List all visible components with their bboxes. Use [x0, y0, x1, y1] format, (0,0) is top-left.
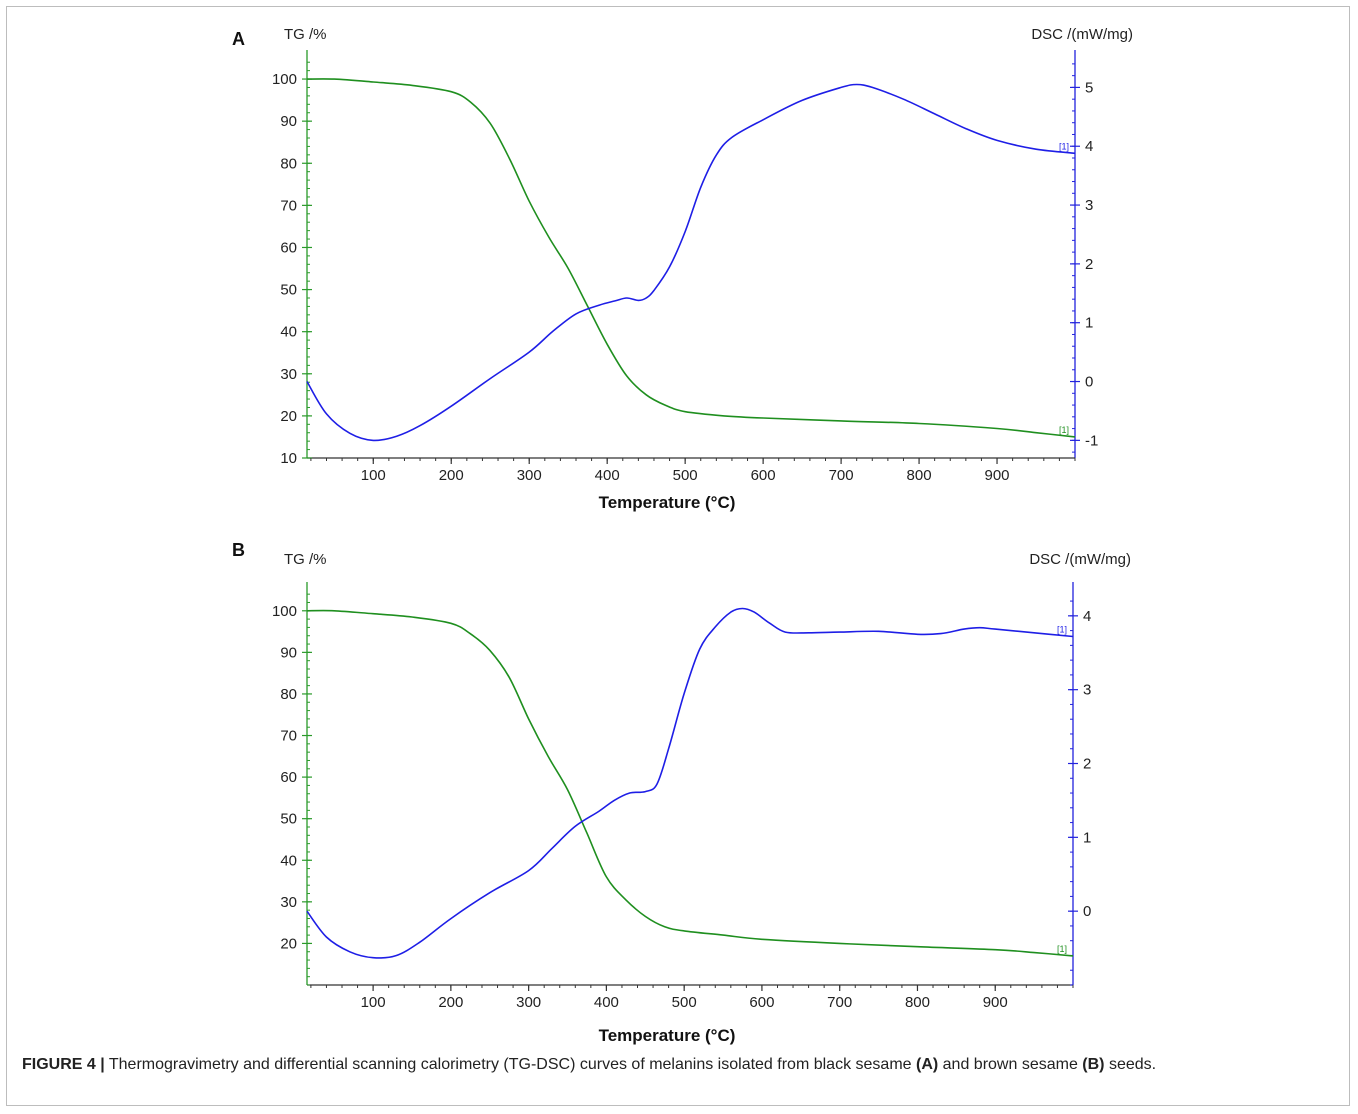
y-right-title-a: DSC /(mW/mg): [1031, 26, 1133, 43]
y-left-title-b: TG /%: [284, 551, 327, 568]
caption-text-3: seeds.: [1104, 1056, 1157, 1073]
y-right-tick-label-b: 4: [1083, 608, 1091, 625]
y-right-tick-label-a: 5: [1085, 79, 1093, 96]
y-left-tick-label-a: 20: [280, 408, 297, 425]
y-right-tick-label-b: 0: [1083, 903, 1091, 920]
y-right-tick-label-a: -1: [1085, 432, 1098, 449]
caption-ref-b: (B): [1082, 1056, 1105, 1073]
y-left-tick-label-b: 100: [272, 603, 297, 620]
x-tick-label-a: 400: [595, 467, 620, 484]
x-tick-label-a: 800: [907, 467, 932, 484]
y-right-tick-label-b: 2: [1083, 756, 1091, 773]
x-tick-label-b: 700: [827, 994, 852, 1011]
x-tick-label-b: 400: [594, 994, 619, 1011]
y-left-tick-label-a: 10: [280, 450, 297, 467]
dsc-end-marker-a: [1]: [1059, 141, 1069, 151]
y-right-tick-label-b: 3: [1083, 682, 1091, 699]
x-axis-title-a: Temperature (°C): [599, 493, 736, 512]
y-right-title-b: DSC /(mW/mg): [1029, 551, 1131, 568]
figure-caption: FIGURE 4 | Thermogravimetry and differen…: [22, 1054, 1342, 1076]
x-tick-label-b: 600: [749, 994, 774, 1011]
caption-text-2: and brown sesame: [938, 1056, 1083, 1073]
y-left-tick-label-a: 90: [280, 113, 297, 130]
y-right-tick-label-a: 0: [1085, 374, 1093, 391]
tg-end-marker-b: [1]: [1057, 944, 1067, 954]
tg-curve-a: [306, 78, 1076, 438]
y-right-tick-label-a: 3: [1085, 197, 1093, 214]
x-tick-label-b: 500: [672, 994, 697, 1011]
y-left-tick-label-a: 50: [280, 282, 297, 299]
x-tick-label-b: 100: [361, 994, 386, 1011]
x-tick-label-a: 100: [361, 467, 386, 484]
tg-curve-b: [306, 609, 1074, 957]
y-left-tick-label-a: 80: [280, 155, 297, 172]
x-tick-label-b: 900: [983, 994, 1008, 1011]
dsc-curve-b: [306, 607, 1074, 959]
y-left-title-a: TG /%: [284, 26, 327, 43]
y-left-tick-label-b: 50: [280, 811, 297, 828]
y-left-tick-label-a: 60: [280, 239, 297, 256]
tg-end-marker-a: [1]: [1059, 425, 1069, 435]
y-right-tick-label-b: 1: [1083, 829, 1091, 846]
y-left-tick-label-a: 100: [272, 71, 297, 88]
y-left-tick-label-b: 70: [280, 728, 297, 745]
x-tick-label-a: 700: [829, 467, 854, 484]
y-left-tick-label-b: 90: [280, 644, 297, 661]
x-tick-label-a: 900: [985, 467, 1010, 484]
y-left-tick-label-b: 20: [280, 935, 297, 952]
figure-frame: [6, 6, 1350, 1106]
x-tick-label-b: 800: [905, 994, 930, 1011]
y-left-tick-label-b: 80: [280, 686, 297, 703]
x-tick-label-b: 300: [516, 994, 541, 1011]
x-tick-label-a: 300: [517, 467, 542, 484]
x-tick-label-a: 600: [751, 467, 776, 484]
caption-ref-a: (A): [915, 1056, 939, 1073]
panel-label-b: B: [232, 540, 245, 560]
y-left-tick-label-a: 40: [280, 324, 297, 341]
y-left-tick-label-a: 30: [280, 366, 297, 383]
y-right-tick-label-a: 1: [1085, 315, 1093, 332]
x-tick-label-a: 200: [439, 467, 464, 484]
y-right-tick-label-a: 4: [1085, 138, 1093, 155]
caption-text-1: Thermogravimetry and differential scanni…: [104, 1056, 916, 1073]
dsc-end-marker-b: [1]: [1057, 625, 1067, 635]
dsc-curve-a: [306, 83, 1076, 442]
x-tick-label-b: 200: [438, 994, 463, 1011]
panel-label-a: A: [232, 29, 245, 49]
y-left-tick-label-b: 30: [280, 894, 297, 911]
y-left-tick-label-b: 40: [280, 852, 297, 869]
y-left-tick-label-b: 60: [280, 769, 297, 786]
y-left-tick-label-a: 70: [280, 197, 297, 214]
y-right-tick-label-a: 2: [1085, 256, 1093, 273]
x-tick-label-a: 500: [673, 467, 698, 484]
x-axis-title-b: Temperature (°C): [599, 1026, 736, 1045]
caption-label: FIGURE 4 |: [22, 1056, 105, 1073]
